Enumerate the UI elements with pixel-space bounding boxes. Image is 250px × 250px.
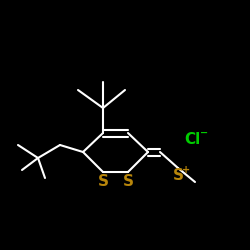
Text: S: S: [98, 174, 108, 190]
Text: S: S: [122, 174, 134, 190]
Text: +: +: [182, 165, 190, 175]
Text: Cl: Cl: [184, 132, 200, 148]
Text: S: S: [172, 168, 184, 184]
Text: −: −: [200, 128, 208, 138]
